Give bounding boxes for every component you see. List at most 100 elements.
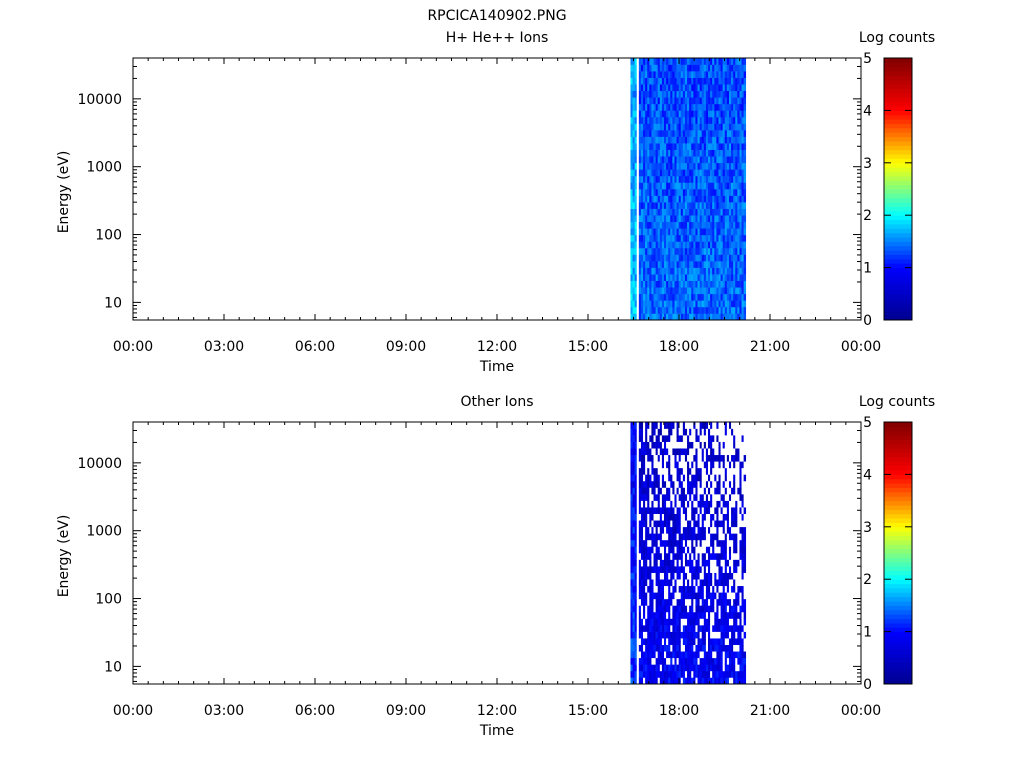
heatmap-cell bbox=[630, 644, 633, 652]
heatmap-cell bbox=[689, 130, 692, 137]
heatmap-cell bbox=[674, 149, 677, 157]
heatmap-cell bbox=[718, 267, 721, 275]
heatmap-cell bbox=[649, 422, 652, 429]
heatmap-cell bbox=[632, 71, 635, 78]
heatmap-cell bbox=[655, 598, 659, 606]
heatmap-cell bbox=[645, 494, 648, 501]
heatmap-cell bbox=[733, 267, 736, 275]
heatmap-cell bbox=[684, 513, 688, 521]
heatmap-cell bbox=[684, 202, 688, 209]
heatmap-cell bbox=[689, 84, 692, 92]
heatmap-cell bbox=[693, 670, 696, 678]
heatmap-cell bbox=[636, 546, 640, 554]
heatmap-cell bbox=[720, 221, 723, 229]
heatmap-cell bbox=[743, 77, 747, 85]
heatmap-cell bbox=[701, 149, 705, 157]
heatmap-cell bbox=[710, 287, 713, 295]
heatmap-cell bbox=[737, 638, 740, 645]
heatmap-cell bbox=[670, 625, 673, 632]
heatmap-cell bbox=[728, 507, 732, 514]
heatmap-cell bbox=[657, 306, 661, 314]
heatmap-cell bbox=[728, 539, 732, 547]
heatmap-cell bbox=[697, 598, 700, 606]
heatmap-cell bbox=[647, 267, 650, 275]
figure-title: RPCICA140902.PNG bbox=[427, 8, 566, 24]
heatmap-cell bbox=[712, 487, 715, 495]
heatmap-cell bbox=[638, 494, 642, 501]
heatmap-cell bbox=[714, 592, 717, 600]
heatmap-cell bbox=[693, 428, 696, 436]
heatmap-cell bbox=[651, 247, 654, 255]
heatmap-cell bbox=[678, 644, 682, 652]
heatmap-cell bbox=[695, 58, 698, 65]
heatmap-cell bbox=[664, 625, 667, 632]
heatmap-cell bbox=[678, 189, 682, 196]
heatmap-cell bbox=[647, 461, 650, 469]
heatmap-cell bbox=[735, 480, 738, 488]
heatmap-cell bbox=[712, 267, 715, 275]
heatmap-cell bbox=[726, 566, 730, 573]
heatmap-cell bbox=[699, 585, 703, 593]
heatmap-cell bbox=[737, 208, 740, 216]
heatmap-cell bbox=[735, 313, 738, 321]
heatmap-cell bbox=[722, 313, 726, 321]
heatmap-cell bbox=[634, 261, 638, 268]
heatmap-cell bbox=[716, 441, 719, 449]
heatmap-cell bbox=[643, 611, 646, 619]
heatmap-cell bbox=[655, 677, 659, 685]
heatmap-cell bbox=[739, 664, 742, 672]
heatmap-cell bbox=[697, 254, 700, 262]
heatmap-cell bbox=[714, 441, 717, 449]
heatmap-cell bbox=[716, 77, 719, 85]
heatmap-cell bbox=[708, 254, 711, 262]
heatmap-cell bbox=[678, 651, 682, 659]
heatmap-cell bbox=[661, 254, 665, 262]
heatmap-cell bbox=[731, 293, 734, 301]
heatmap-cell bbox=[678, 467, 682, 475]
heatmap-cell bbox=[718, 631, 721, 639]
heatmap-cell bbox=[714, 162, 717, 170]
heatmap-cell bbox=[716, 64, 719, 72]
colorbar-segment bbox=[884, 311, 912, 317]
heatmap-cell bbox=[672, 441, 675, 449]
heatmap-cell bbox=[699, 618, 703, 626]
heatmap-cell bbox=[630, 136, 633, 144]
heatmap-cell bbox=[684, 598, 688, 606]
heatmap-cell bbox=[710, 670, 713, 678]
heatmap-cell bbox=[682, 123, 686, 131]
heatmap-cell bbox=[708, 215, 711, 223]
heatmap-cell bbox=[661, 313, 665, 321]
heatmap-cell bbox=[720, 287, 723, 295]
heatmap-cell bbox=[718, 670, 721, 678]
heatmap-cell bbox=[695, 254, 698, 262]
heatmap-cell bbox=[705, 631, 709, 639]
colorbar-segment bbox=[884, 106, 912, 111]
heatmap-cell bbox=[697, 592, 700, 600]
heatmap-cell bbox=[716, 202, 719, 209]
heatmap-cell bbox=[699, 195, 703, 203]
heatmap-cell bbox=[737, 130, 740, 137]
heatmap-cell bbox=[649, 287, 652, 295]
heatmap-cell bbox=[670, 208, 673, 216]
heatmap-cell bbox=[638, 77, 642, 85]
heatmap-cell bbox=[726, 598, 730, 606]
heatmap-cell bbox=[731, 241, 734, 249]
heatmap-cell bbox=[710, 64, 713, 72]
heatmap-cell bbox=[716, 494, 719, 501]
heatmap-cell bbox=[714, 274, 717, 281]
heatmap-cell bbox=[712, 123, 715, 131]
heatmap-cell bbox=[636, 77, 640, 85]
heatmap-cell bbox=[670, 182, 673, 190]
heatmap-cell bbox=[691, 195, 694, 203]
heatmap-cell bbox=[653, 169, 656, 177]
heatmap-cell bbox=[643, 618, 646, 626]
heatmap-cell bbox=[668, 123, 671, 131]
heatmap-cell bbox=[659, 123, 663, 131]
heatmap-cell bbox=[733, 533, 736, 541]
heatmap-cell bbox=[640, 215, 644, 223]
colorbar-segment bbox=[884, 110, 912, 116]
heatmap-cell bbox=[689, 71, 692, 78]
heatmap-cell bbox=[731, 572, 734, 580]
colorbar-segment bbox=[884, 465, 912, 471]
heatmap-cell bbox=[666, 228, 669, 236]
